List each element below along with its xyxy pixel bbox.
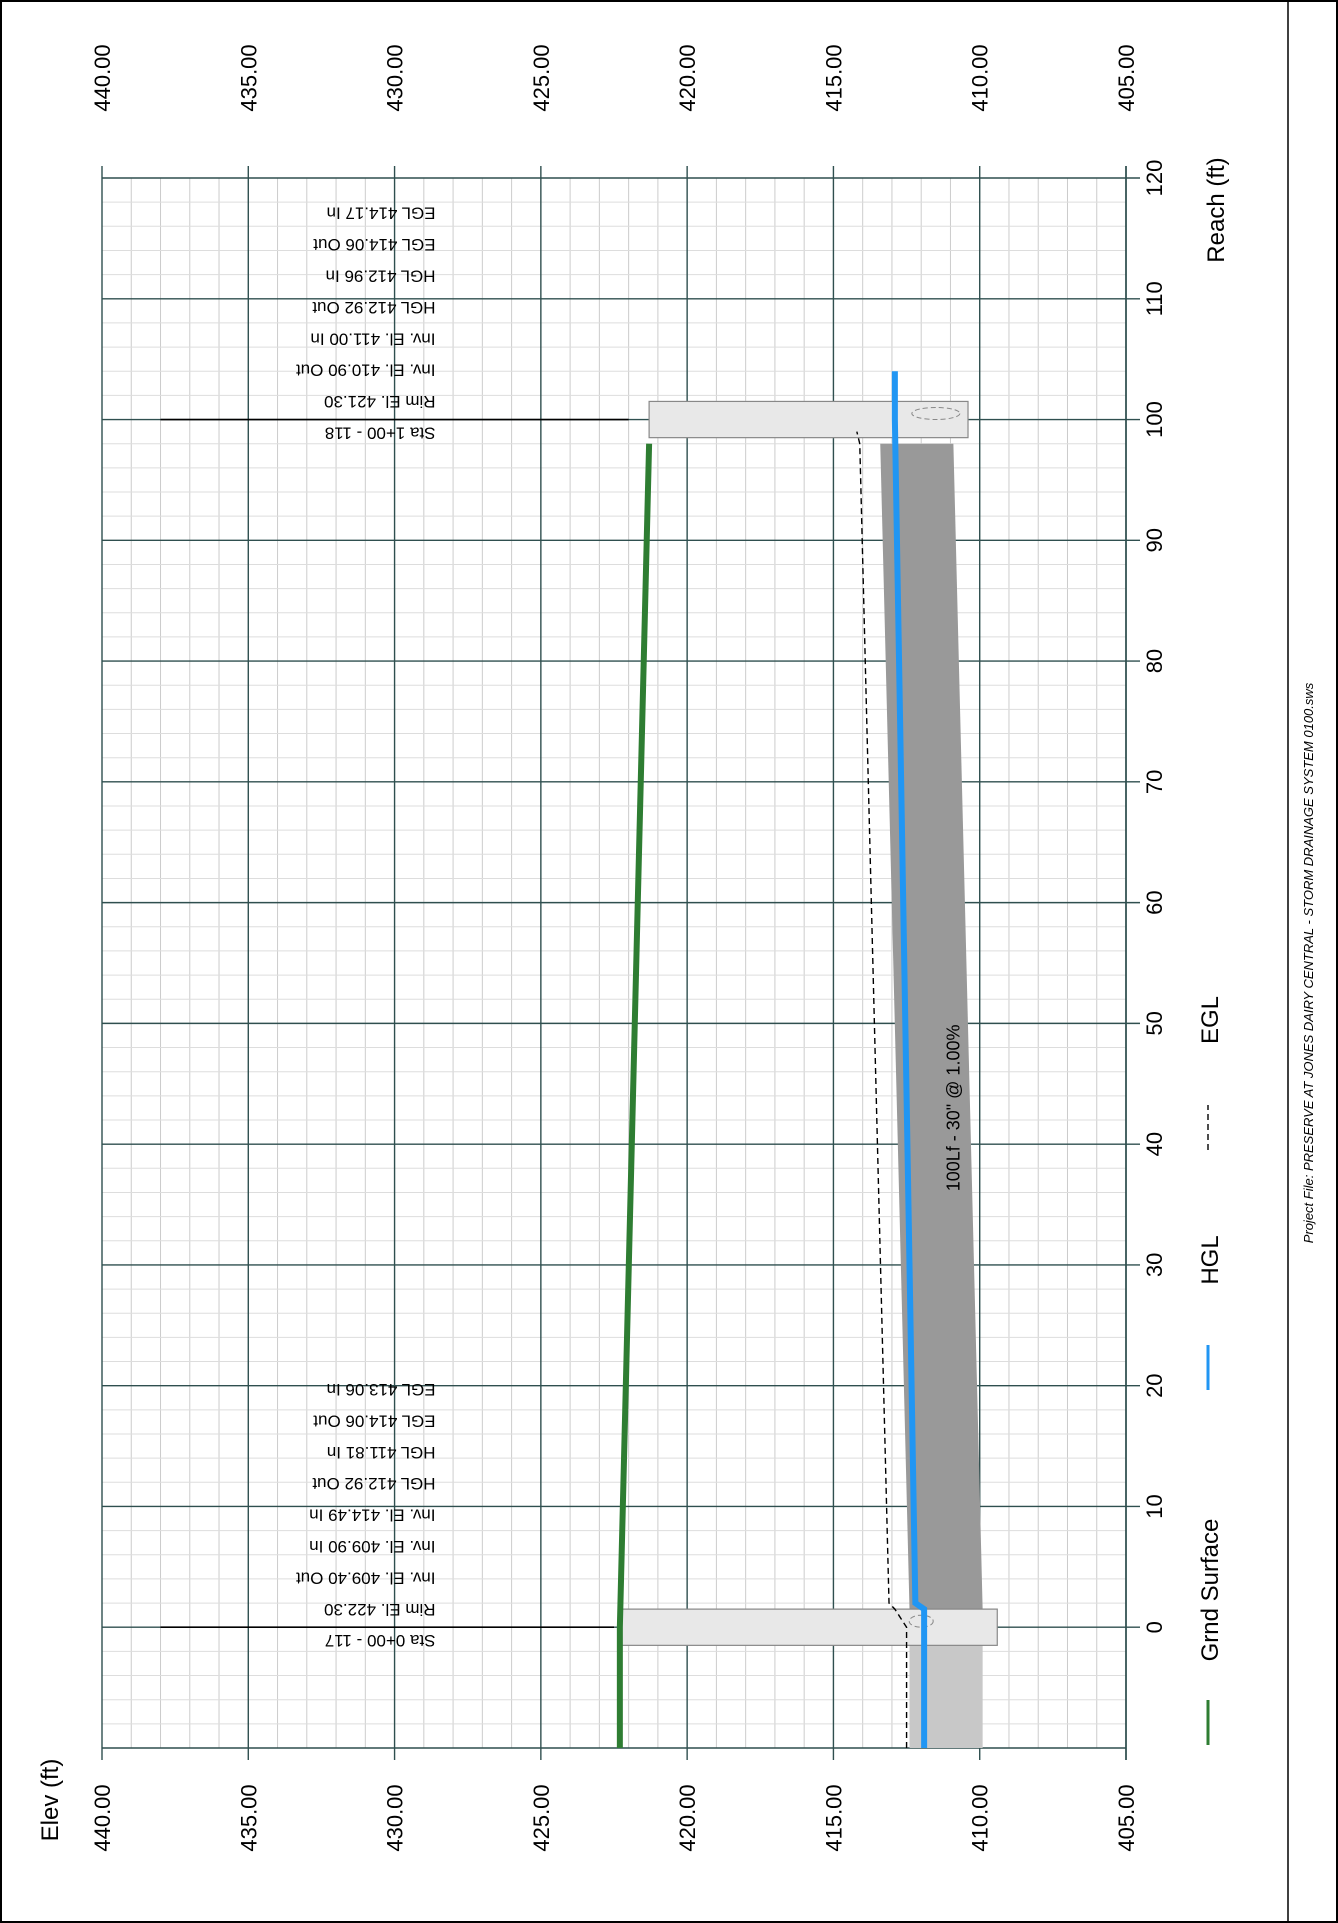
reach-tick-label: 40 (1142, 1132, 1167, 1156)
egl-line (856, 431, 908, 1748)
elevation-tick-label: 420.00 (675, 44, 700, 111)
reach-tick-label: 60 (1142, 890, 1167, 914)
structure-label: Inv. El. 409.40 Out (296, 1568, 436, 1587)
structure-label: Inv. El. 411.00 In (310, 329, 435, 348)
structure-label: Inv. El. 410.90 Out (296, 361, 436, 380)
structure-label: EGL 413.06 In (327, 1380, 436, 1399)
structure-label: Sta 1+00 - 118 (325, 424, 436, 443)
reach-tick-label: 110 (1142, 281, 1167, 316)
elevation-tick-label: 415.00 (821, 1784, 846, 1851)
series-lines (616, 371, 928, 1748)
reach-tick-label: 100 (1142, 401, 1167, 438)
reach-tick-label: 20 (1142, 1373, 1167, 1397)
structure-label: EGL 414.17 In (327, 204, 436, 223)
project-file-label: Project File: PRESERVE AT JONES DAIRY CE… (1301, 682, 1316, 1243)
structure-label: Rim El. 422.30 (324, 1600, 436, 1619)
legend: Grnd Surface HGL EGL (1197, 996, 1224, 1745)
structure-label: Sta 0+00 - 117 (325, 1631, 436, 1650)
legend-label: EGL (1197, 996, 1224, 1044)
reach-tick-label: 80 (1142, 649, 1167, 673)
labels: Sta 0+00 - 117 Rim El. 422.30 Inv. El. 409… (37, 44, 1230, 1851)
elevation-tick-label: 435.00 (236, 44, 261, 111)
elevation-tick-label: 440.00 (90, 1784, 115, 1851)
manhole-0 (619, 1608, 998, 1646)
elevation-tick-label: 425.00 (529, 44, 554, 111)
elevation-tick-label: 435.00 (236, 1784, 261, 1851)
elevation-tick-label: 430.00 (383, 1784, 408, 1851)
reach-tick-label: 50 (1142, 1011, 1167, 1035)
elevation-tick-label: 405.00 (1114, 1784, 1139, 1851)
pipe-body (880, 443, 983, 1610)
y-axis-title: Elev (ft) (37, 1759, 64, 1842)
reach-tick-label: 70 (1142, 770, 1167, 794)
elevation-tick-label: 425.00 (529, 1784, 554, 1851)
structure-label: HGL 411.81 In (327, 1443, 436, 1462)
structure-label: EGL 414.06 Out (313, 1411, 436, 1430)
structure-label: HGL 412.96 In (326, 267, 436, 286)
structure-label: Rim El. 421.30 (324, 392, 436, 411)
x-axis-title: Reach (ft) (1203, 157, 1230, 262)
elevation-tick-label: 430.00 (383, 44, 408, 111)
reach-tick-label: 0 (1142, 1621, 1167, 1633)
reach-tick-label: 120 (1142, 160, 1167, 197)
reach-tick-label: 10 (1142, 1494, 1167, 1518)
legend-label: HGL (1197, 1235, 1224, 1284)
reach-tick-label: 30 (1142, 1253, 1167, 1277)
legend-label: Grnd Surface (1197, 1519, 1224, 1662)
manhole-symbol (911, 407, 961, 420)
structure-label: HGL 412.92 Out (312, 1474, 435, 1493)
reach-tick-label: 90 (1142, 528, 1167, 552)
elevation-tick-label: 420.00 (675, 1784, 700, 1851)
elevation-tick-label: 410.00 (968, 1784, 993, 1851)
manhole-100 (648, 400, 969, 439)
upstream-pipe-segment (909, 1627, 983, 1748)
structure-label: Inv. El. 409.90 In (309, 1537, 435, 1556)
elevation-tick-label: 405.00 (1114, 44, 1139, 111)
grnd-surface-line (616, 443, 653, 1748)
structure-label: HGL 412.92 Out (312, 298, 435, 317)
elevation-tick-label: 410.00 (968, 44, 993, 111)
pipe-label: 100Lf - 30" @ 1.00% (943, 1025, 963, 1192)
hgl-line (891, 371, 928, 1748)
structure-label: Inv. El. 414.49 In (309, 1506, 435, 1525)
pipe-and-structures (619, 400, 998, 1748)
elevation-tick-label: 440.00 (90, 44, 115, 111)
structure-label: EGL 414.06 Out (313, 235, 436, 254)
elevation-tick-label: 415.00 (821, 44, 846, 111)
